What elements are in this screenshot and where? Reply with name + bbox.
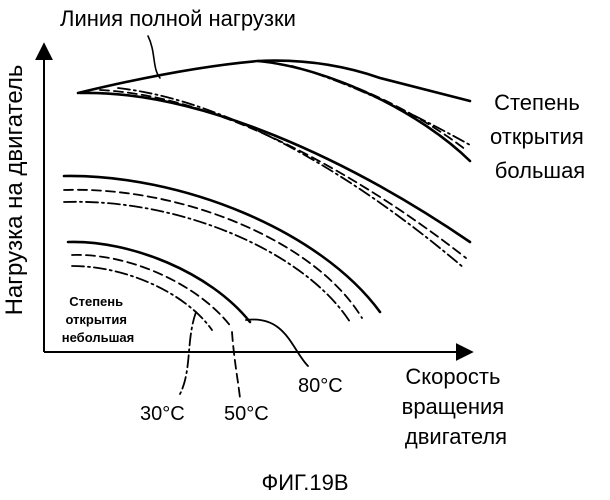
curve-group1-50c <box>277 63 467 151</box>
curve-group4-50c <box>71 254 233 329</box>
full-load-line <box>76 59 472 103</box>
curve-group2-30c <box>117 87 465 269</box>
full-load-leader <box>147 35 161 79</box>
figure-caption: ФИГ.19B <box>261 470 348 495</box>
leader-50c <box>231 331 241 399</box>
curve-group3-30c <box>63 200 351 323</box>
leader-30c <box>179 311 197 395</box>
x-axis-label: Скорость вращения двигателя <box>402 364 511 449</box>
temp-label-80c: 80°C <box>298 375 343 397</box>
leader-80c <box>245 318 309 367</box>
temp-label-30c: 30°C <box>140 403 185 425</box>
curve-group3-50c <box>63 188 363 319</box>
opening-small-label: Степень открытия небольшая <box>62 294 134 345</box>
y-axis-label: Нагрузка на двигатель <box>1 65 28 316</box>
curve-group2-80c <box>78 91 472 244</box>
opening-large-label: Степень открытия большая <box>490 90 590 183</box>
curve-group4-80c <box>66 240 252 324</box>
curve-group3-80c <box>62 174 382 314</box>
temp-label-50c: 50°C <box>224 403 269 425</box>
curve-group4-30c <box>71 265 213 331</box>
full-load-line-label: Линия полной нагрузки <box>60 6 296 31</box>
curve-group1-30c <box>291 65 471 146</box>
